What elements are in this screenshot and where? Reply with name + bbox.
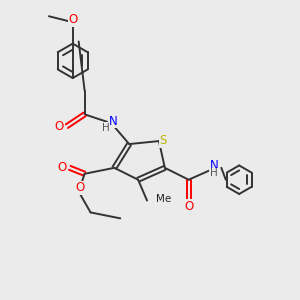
Text: N: N bbox=[209, 159, 218, 172]
Text: O: O bbox=[58, 161, 67, 174]
Text: S: S bbox=[160, 134, 167, 147]
Text: O: O bbox=[68, 13, 77, 26]
Text: O: O bbox=[55, 120, 64, 133]
Text: H: H bbox=[101, 123, 109, 133]
Text: H: H bbox=[210, 168, 218, 178]
Text: O: O bbox=[75, 181, 84, 194]
Text: N: N bbox=[109, 115, 117, 128]
Text: O: O bbox=[184, 200, 193, 213]
Text: Me: Me bbox=[156, 194, 171, 204]
